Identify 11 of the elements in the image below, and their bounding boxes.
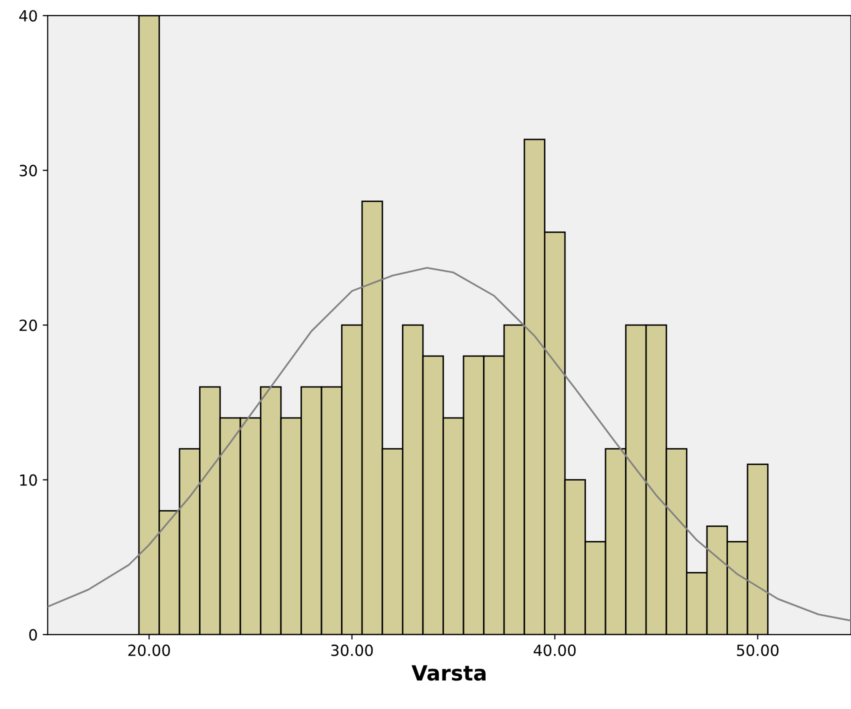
x-axis-title: Varsta [412, 665, 486, 681]
x-tick-label: 20.00 [128, 644, 170, 656]
x-tick-label: 30.00 [331, 644, 373, 656]
y-tick-label: 40 [19, 10, 37, 22]
x-tick-label: 50.00 [736, 644, 779, 656]
y-tick-label: 20 [20, 320, 37, 332]
y-tick-label: 10 [20, 474, 37, 486]
y-tick-label: 0 [29, 629, 37, 641]
y-tick-label: 30 [20, 164, 37, 176]
x-tick-label: 40.00 [534, 644, 576, 656]
line-series [48, 266, 851, 622]
